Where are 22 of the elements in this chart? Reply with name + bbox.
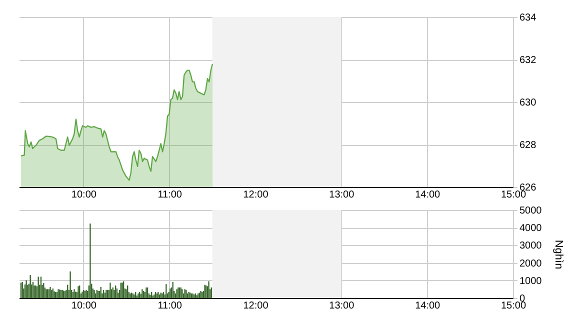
x-tick-label: 12:00 — [243, 300, 269, 312]
x-tick-label: 12:00 — [243, 190, 269, 200]
x-tick-label: 10:00 — [71, 190, 97, 200]
x-tick-label: 13:00 — [329, 300, 355, 312]
y-tick-label: 630 — [520, 98, 537, 108]
y-tick-label: 5000 — [520, 206, 542, 216]
x-tick-label: 14:00 — [415, 190, 441, 200]
y-tick-label: 1000 — [520, 276, 542, 287]
x-tick-label: 15:00 — [500, 190, 526, 200]
x-tick-label: 11:00 — [158, 300, 182, 312]
x-tick-label: 11:00 — [158, 190, 182, 200]
y-tick-label: 3000 — [520, 240, 542, 252]
y-tick-label: 632 — [520, 55, 537, 66]
x-tick-label: 14:00 — [415, 300, 441, 312]
x-tick-label: 10:00 — [71, 300, 97, 312]
x-tick-label: 13:00 — [329, 190, 355, 200]
y-tick-label: 2000 — [520, 258, 542, 270]
x-tick-label: 15:00 — [500, 300, 526, 312]
y-axis-title: Nghìn — [552, 240, 565, 270]
y-tick-label: 628 — [520, 140, 537, 151]
y-tick-label: 634 — [520, 12, 537, 24]
y-tick-label: 4000 — [520, 223, 542, 234]
